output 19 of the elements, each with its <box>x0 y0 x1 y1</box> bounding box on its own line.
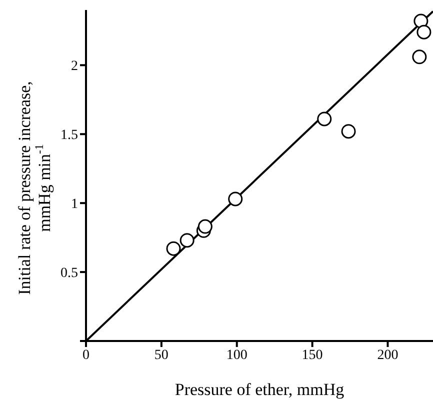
x-axis-title: Pressure of ether, mmHg <box>174 380 345 399</box>
point <box>341 124 356 139</box>
point <box>166 241 181 256</box>
y-tick-label: 0.5 <box>60 266 78 282</box>
y-tick-label: 1.5 <box>60 128 78 144</box>
x-tick-label: 200 <box>377 348 398 363</box>
y-tick-label: 2 <box>71 59 78 74</box>
point <box>317 112 332 126</box>
point <box>198 219 212 234</box>
point <box>228 192 243 206</box>
y-tick-label: 1 <box>71 197 78 212</box>
point <box>416 24 432 40</box>
x-tick-label: 150 <box>302 348 323 363</box>
point <box>412 50 427 64</box>
x-tick-label: 100 <box>226 348 248 363</box>
x-tick-label: 0 <box>82 348 90 363</box>
point <box>414 14 428 28</box>
x-tick-label: 50 <box>154 348 168 363</box>
point <box>180 233 194 248</box>
